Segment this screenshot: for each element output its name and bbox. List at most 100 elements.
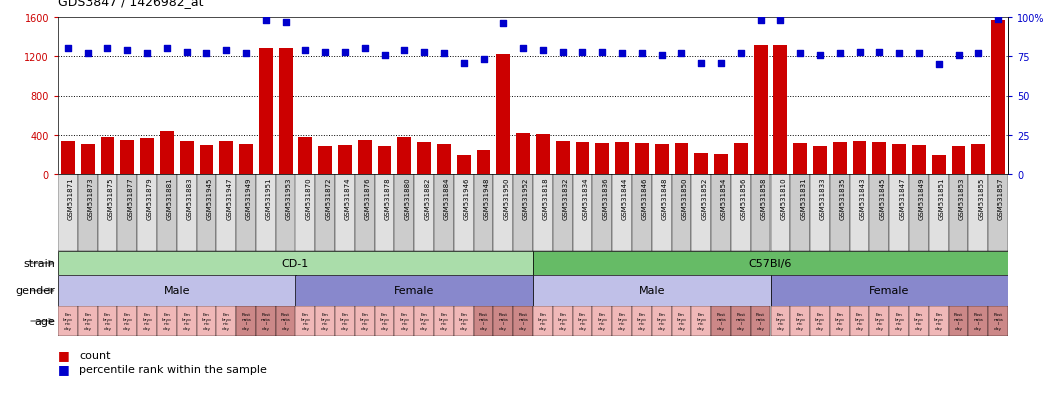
Bar xyxy=(299,138,312,175)
Point xyxy=(792,51,809,57)
Bar xyxy=(712,175,730,252)
Bar xyxy=(754,46,767,175)
Bar xyxy=(236,306,256,336)
Bar xyxy=(160,131,174,175)
Text: GSM531845: GSM531845 xyxy=(879,177,886,219)
Point xyxy=(436,51,453,57)
Bar xyxy=(991,21,1005,175)
Text: GSM531850: GSM531850 xyxy=(681,177,687,219)
Text: Em
bryo
nic
day: Em bryo nic day xyxy=(934,312,943,330)
Bar xyxy=(97,175,117,252)
Point xyxy=(594,49,611,56)
Bar xyxy=(137,175,157,252)
Bar xyxy=(810,306,830,336)
Bar xyxy=(971,144,985,175)
Bar xyxy=(137,306,157,336)
Bar xyxy=(572,175,592,252)
Text: Post
nata
l
day: Post nata l day xyxy=(518,312,528,330)
Bar xyxy=(454,306,474,336)
Text: Em
bryo
nic
day: Em bryo nic day xyxy=(637,312,647,330)
Text: Em
bryo
nic
day: Em bryo nic day xyxy=(874,312,885,330)
Bar xyxy=(61,141,74,175)
Bar xyxy=(592,306,612,336)
Text: GSM531950: GSM531950 xyxy=(503,177,509,219)
Bar xyxy=(890,175,909,252)
Bar xyxy=(968,306,988,336)
Bar xyxy=(197,175,216,252)
Bar xyxy=(555,141,570,175)
Text: Post
nata
l
day: Post nata l day xyxy=(994,312,1003,330)
Text: Post
nata
l
day: Post nata l day xyxy=(241,312,250,330)
Bar xyxy=(988,306,1008,336)
Bar xyxy=(830,306,850,336)
Bar xyxy=(552,175,572,252)
Bar xyxy=(339,145,352,175)
Text: Post
nata
l
day: Post nata l day xyxy=(736,312,746,330)
Bar xyxy=(434,306,454,336)
Bar xyxy=(276,306,296,336)
Point xyxy=(693,60,709,66)
Text: GSM531833: GSM531833 xyxy=(820,177,826,219)
Bar xyxy=(177,306,197,336)
Bar xyxy=(199,145,214,175)
Bar xyxy=(157,306,177,336)
Bar xyxy=(909,306,929,336)
Bar xyxy=(414,175,434,252)
Bar xyxy=(296,275,533,306)
Bar xyxy=(853,141,867,175)
Bar xyxy=(315,175,335,252)
Point xyxy=(951,52,967,59)
Bar xyxy=(315,306,335,336)
Text: gender: gender xyxy=(15,286,54,296)
Bar xyxy=(177,175,197,252)
Bar xyxy=(652,175,672,252)
Text: GSM531948: GSM531948 xyxy=(483,177,489,219)
Text: GSM531879: GSM531879 xyxy=(147,177,153,219)
Bar xyxy=(929,306,948,336)
Bar xyxy=(58,252,533,275)
Text: GSM531853: GSM531853 xyxy=(959,177,964,219)
Bar xyxy=(276,175,296,252)
Bar xyxy=(58,306,78,336)
Bar xyxy=(117,175,137,252)
Bar xyxy=(279,49,292,175)
Text: Em
bryo
nic
day: Em bryo nic day xyxy=(399,312,409,330)
Bar xyxy=(730,175,750,252)
Text: Em
bryo
nic
day: Em bryo nic day xyxy=(855,312,865,330)
Text: Post
nata
l
day: Post nata l day xyxy=(281,312,290,330)
Bar xyxy=(988,175,1008,252)
Text: Em
bryo
nic
day: Em bryo nic day xyxy=(201,312,212,330)
Bar xyxy=(572,306,592,336)
Bar xyxy=(892,144,907,175)
Text: Post
nata
l
day: Post nata l day xyxy=(716,312,726,330)
Point xyxy=(297,47,313,54)
Text: percentile rank within the sample: percentile rank within the sample xyxy=(79,364,267,374)
Point xyxy=(238,51,255,57)
Text: GSM531831: GSM531831 xyxy=(801,177,806,219)
Bar xyxy=(833,142,847,175)
Bar xyxy=(592,175,612,252)
Bar xyxy=(216,175,236,252)
Bar xyxy=(750,175,770,252)
Text: Post
nata
l
day: Post nata l day xyxy=(261,312,270,330)
Bar xyxy=(810,175,830,252)
Text: Em
bryo
nic
day: Em bryo nic day xyxy=(221,312,232,330)
Bar xyxy=(335,306,355,336)
Bar xyxy=(712,306,730,336)
Text: Em
bryo
nic
day: Em bryo nic day xyxy=(677,312,686,330)
Bar xyxy=(81,144,94,175)
Bar xyxy=(375,306,394,336)
Point xyxy=(811,52,828,59)
Text: Em
bryo
nic
day: Em bryo nic day xyxy=(795,312,805,330)
Text: Em
bryo
nic
day: Em bryo nic day xyxy=(321,312,330,330)
Bar xyxy=(533,306,552,336)
Text: Em
bryo
nic
day: Em bryo nic day xyxy=(83,312,92,330)
Text: GSM531852: GSM531852 xyxy=(701,177,707,219)
Bar xyxy=(912,145,925,175)
Bar xyxy=(675,143,689,175)
Point xyxy=(554,49,571,56)
Bar xyxy=(514,175,533,252)
Bar xyxy=(494,175,514,252)
Point xyxy=(851,49,868,56)
Text: Em
bryo
nic
day: Em bryo nic day xyxy=(815,312,825,330)
